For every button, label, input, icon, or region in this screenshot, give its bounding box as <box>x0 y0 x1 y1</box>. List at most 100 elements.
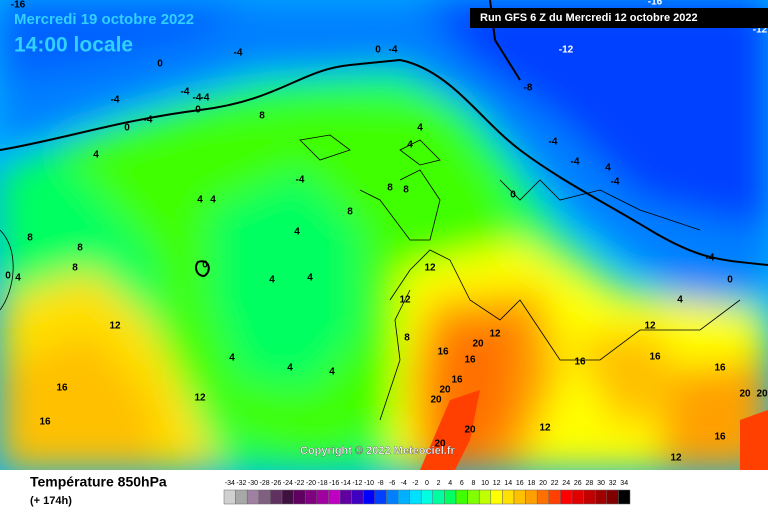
scale-swatch <box>618 489 631 505</box>
scale-label: -14 <box>341 480 351 487</box>
scale-swatch <box>235 489 248 505</box>
contour-label: 8 <box>347 207 353 218</box>
contour-label: 16 <box>714 432 726 443</box>
contour-label: 20 <box>439 385 451 396</box>
scale-label: 26 <box>574 480 582 487</box>
contour-label: 12 <box>539 423 551 434</box>
scale-label: 24 <box>562 480 570 487</box>
scale-swatch <box>409 489 422 505</box>
scale-swatch <box>478 489 492 505</box>
scale-swatch <box>571 489 584 505</box>
contour-label: 8 <box>387 183 393 194</box>
scale-swatch <box>351 489 364 505</box>
scale-swatch <box>246 489 260 505</box>
contour-label: 0 <box>375 45 381 56</box>
scale-label: 32 <box>609 480 617 487</box>
scale-label: 10 <box>481 480 489 487</box>
contour-label: -4 <box>111 95 120 106</box>
scale-swatch <box>594 489 608 505</box>
contour-label: 12 <box>399 295 411 306</box>
scale-swatch <box>316 489 329 505</box>
contour-label: 12 <box>489 329 501 340</box>
scale-swatch <box>223 489 236 505</box>
contour-label: 4 <box>269 275 275 286</box>
scale-swatch <box>583 489 596 505</box>
scale-swatch <box>606 489 619 505</box>
scale-label: 16 <box>516 480 524 487</box>
scale-label: 8 <box>471 480 475 487</box>
contour-label: 8 <box>27 233 33 244</box>
contour-label: 16 <box>574 357 586 368</box>
contour-label: -4 <box>706 253 715 264</box>
contour-label: 12 <box>424 263 436 274</box>
scale-label: -18 <box>318 480 328 487</box>
contour-label: 20 <box>464 425 476 436</box>
contour-label: 4 <box>197 195 203 206</box>
contour-label: -12 <box>753 25 768 36</box>
contour-label: -4 <box>611 177 620 188</box>
scale-label: -30 <box>248 480 258 487</box>
scale-swatch <box>281 489 294 505</box>
contour-label: 16 <box>649 352 661 363</box>
contour-label: -8 <box>524 83 533 94</box>
contour-label: -4 <box>234 48 243 59</box>
scale-swatch <box>467 489 480 505</box>
scale-label: 22 <box>551 480 559 487</box>
scale-label: 28 <box>586 480 594 487</box>
contour-label: 4 <box>417 123 423 134</box>
contour-label: 12 <box>644 321 656 332</box>
contour-label: 16 <box>39 417 51 428</box>
scale-label: -32 <box>236 480 246 487</box>
scale-label: 6 <box>460 480 464 487</box>
copyright: Copyright © 2022 Meteociel.fr <box>300 445 456 457</box>
contour-label: -4 <box>193 93 202 104</box>
scale-swatch <box>386 489 399 505</box>
contour-label: 4 <box>15 273 21 284</box>
contour-label: 16 <box>464 355 476 366</box>
contour-label: 0 <box>157 59 163 70</box>
scale-swatch <box>420 489 434 505</box>
contour-label: 4 <box>287 363 293 374</box>
contour-label: 4 <box>93 150 99 161</box>
scale-label: -12 <box>352 480 362 487</box>
scale-swatch <box>362 489 376 505</box>
contour-label: -16 <box>11 0 26 11</box>
contour-label: -4 <box>201 93 210 104</box>
contour-label: 4 <box>329 367 335 378</box>
scale-label: 18 <box>528 480 536 487</box>
scale-swatch <box>374 489 387 505</box>
contour-label: 0 <box>124 123 130 134</box>
scale-swatch <box>304 489 318 505</box>
scale-label: -6 <box>389 480 395 487</box>
contour-label: 16 <box>451 375 463 386</box>
contour-label: 4 <box>307 273 313 284</box>
scale-swatch <box>397 489 410 505</box>
scale-swatch <box>560 489 573 505</box>
contour-label: 16 <box>714 363 726 374</box>
contour-label: 20 <box>756 389 768 400</box>
contour-label: 4 <box>407 140 413 151</box>
contour-label: 4 <box>210 195 216 206</box>
scale-swatch <box>502 489 515 505</box>
scale-swatch <box>293 489 306 505</box>
scale-swatch <box>490 489 503 505</box>
contour-label: 12 <box>194 393 206 404</box>
forecast-date: Mercredi 19 octobre 2022 <box>14 11 194 28</box>
scale-swatch <box>328 489 341 505</box>
scale-swatch <box>258 489 271 505</box>
contour-label: 20 <box>472 339 484 350</box>
scale-label: 30 <box>597 480 605 487</box>
scale-swatch <box>432 489 445 505</box>
contour-label: 12 <box>670 453 682 464</box>
contour-label: 8 <box>72 263 78 274</box>
contour-label: 0 <box>202 260 208 271</box>
contour-label: 8 <box>403 185 409 196</box>
scale-label: 12 <box>493 480 501 487</box>
scale-label: 34 <box>620 480 628 487</box>
scale-swatch <box>455 489 468 505</box>
scale-label: -20 <box>306 480 316 487</box>
forecast-time: 14:00 locale <box>14 34 133 57</box>
